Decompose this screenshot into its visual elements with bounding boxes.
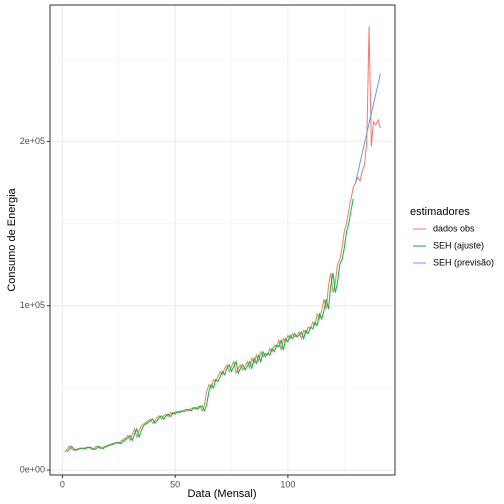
y-tick-label: 2e+05: [20, 136, 45, 146]
panel-border: [49, 4, 396, 476]
legend-text: SEH (previsão): [433, 257, 494, 267]
x-tick-label: 50: [170, 479, 180, 489]
y-tick-label: 1e+05: [20, 300, 45, 310]
y-axis-title: Consumo de Energia: [6, 187, 18, 291]
y-tick-label: 0e+00: [20, 464, 45, 474]
x-tick-label: 100: [280, 479, 295, 489]
legend-title: estimadores: [410, 206, 470, 218]
x-tick-label: 0: [60, 479, 65, 489]
series-line: [66, 198, 354, 453]
series-line: [355, 73, 381, 183]
legend-text: SEH (ajuste): [433, 240, 484, 250]
legend-text: dados obs: [433, 223, 475, 233]
x-axis-title: Data (Mensal): [187, 488, 256, 500]
panel-background: [50, 5, 395, 475]
